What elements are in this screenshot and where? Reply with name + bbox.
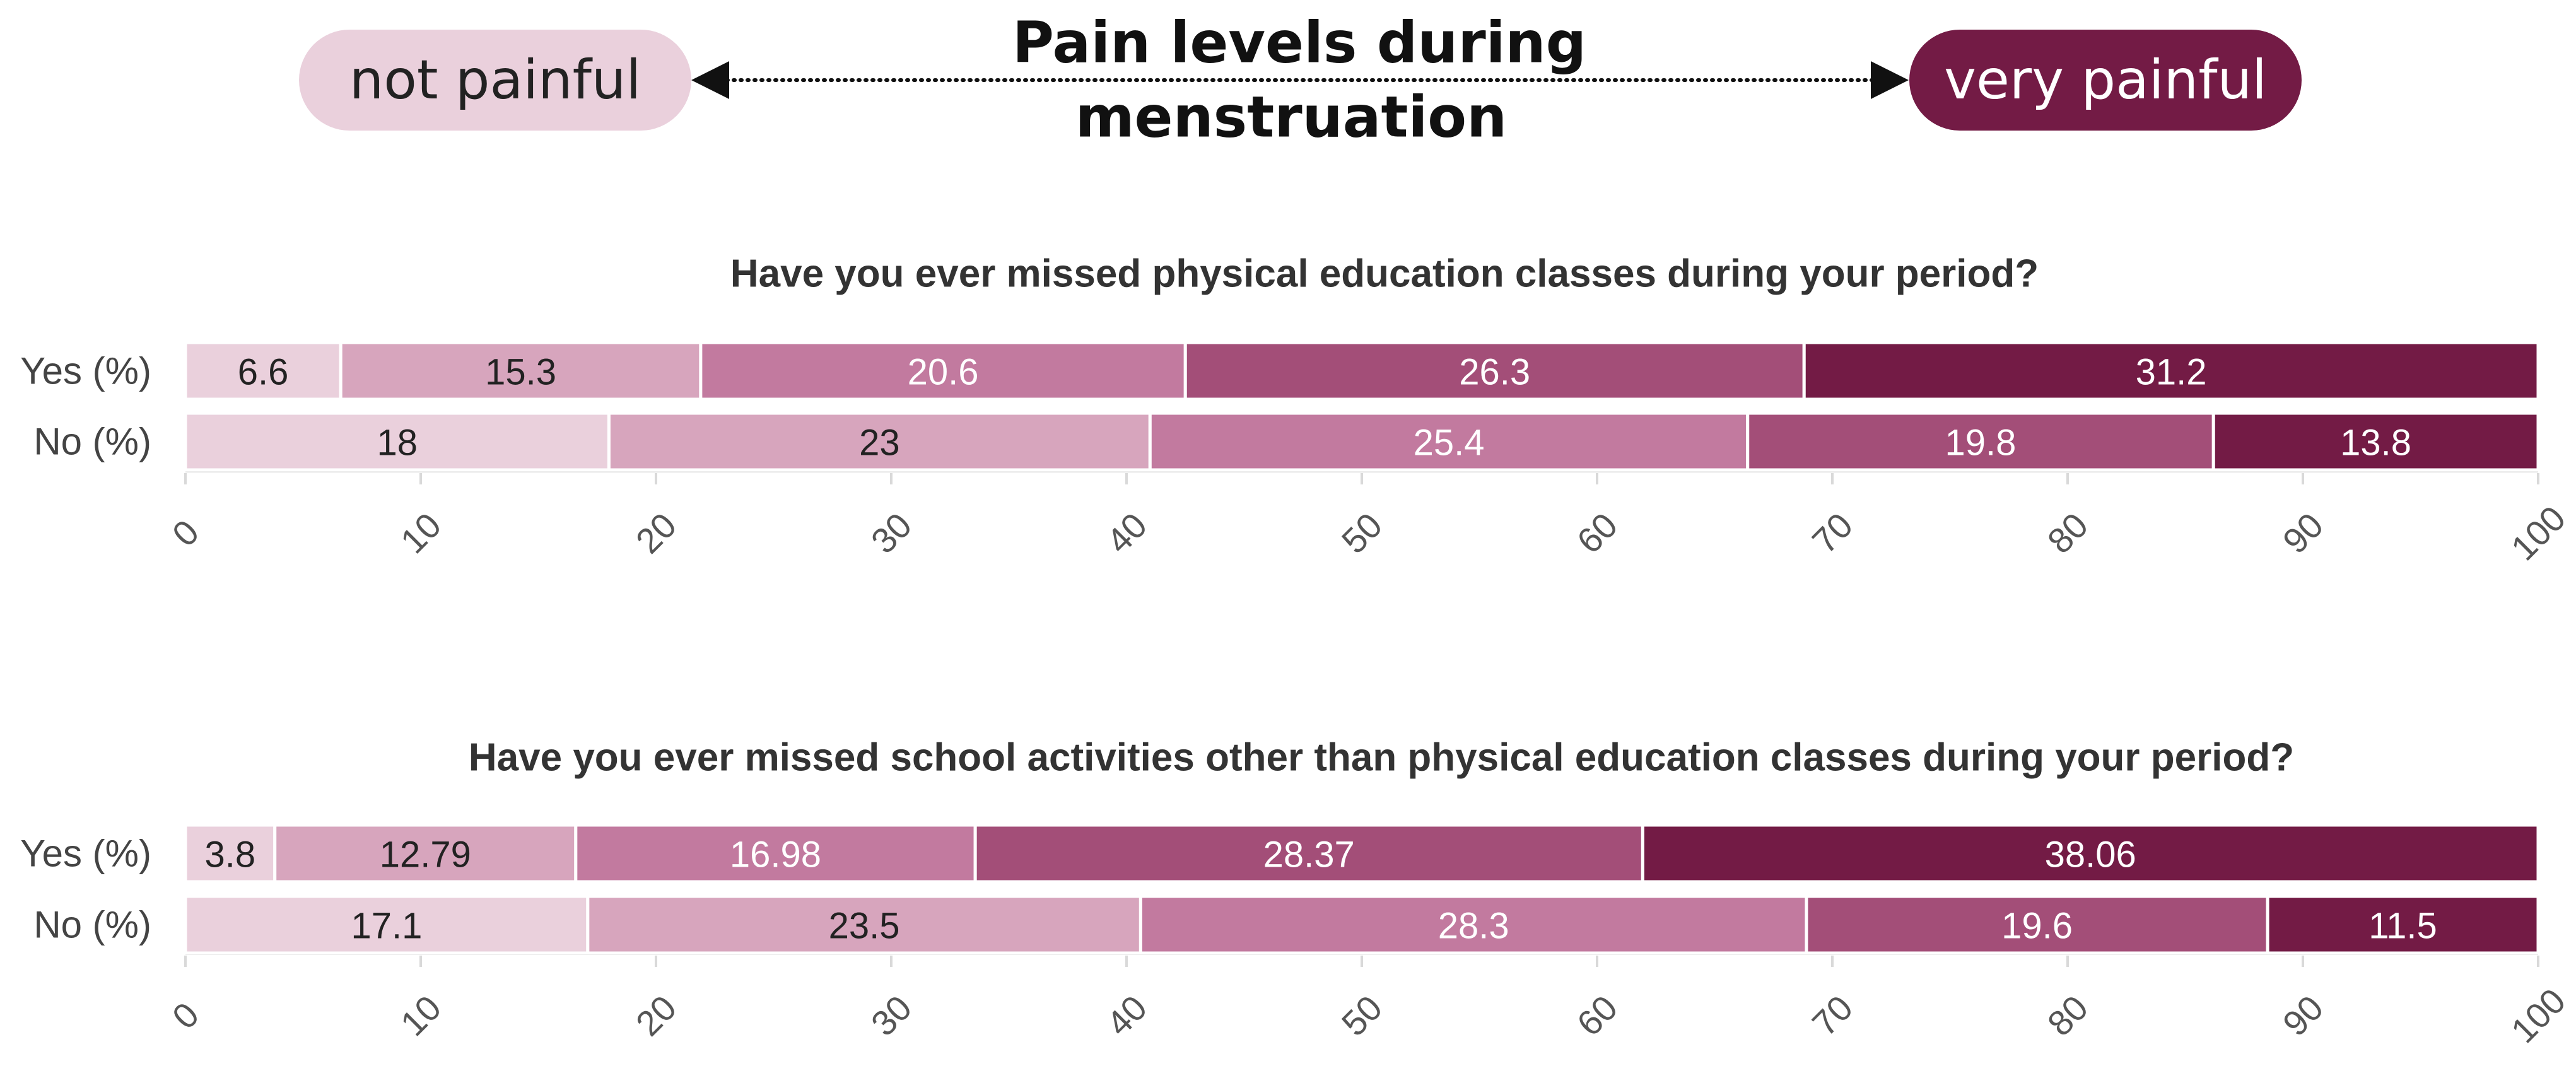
main-title-line2: menstruation bbox=[1075, 85, 1507, 151]
bar-segment bbox=[1805, 894, 2269, 955]
bar-segments: 3.8 12.79 16.98 28.37 38.06 17.1 23.5 28.3 19.6 1… bbox=[184, 823, 2540, 955]
bar-value-label: 17.1 bbox=[351, 906, 422, 947]
bar-value-label: 11.5 bbox=[2368, 906, 2437, 947]
chart-school-activities: Have you ever missed school activities o… bbox=[20, 736, 2573, 1051]
bar-segment bbox=[2266, 894, 2540, 955]
bar-value-label: 3.8 bbox=[205, 834, 256, 875]
bar-value-label: 26.3 bbox=[1459, 352, 1530, 393]
bar-segment bbox=[1802, 341, 2540, 401]
category-labels: Yes (%) No (%) bbox=[20, 350, 151, 463]
category-label: Yes (%) bbox=[20, 833, 151, 875]
x-tick-label: 90 bbox=[2275, 988, 2331, 1044]
very-painful-label: very painful bbox=[1944, 49, 2267, 112]
bar-value-label: 31.2 bbox=[2136, 352, 2207, 393]
main-title-line1: Pain levels during bbox=[1012, 10, 1586, 76]
bar-value-label: 19.6 bbox=[2001, 906, 2073, 947]
x-tick-label: 80 bbox=[2040, 988, 2096, 1044]
x-tick-label: 20 bbox=[628, 988, 684, 1044]
bar-value-label: 28.3 bbox=[1438, 906, 1509, 947]
x-tick-label: 0 bbox=[165, 512, 207, 554]
bar-value-label: 20.6 bbox=[908, 352, 979, 393]
bar-segments: 6.6 15.3 20.6 26.3 31.2 18 23 25.4 19.8 13.8 bbox=[184, 341, 2540, 472]
bar-value-label: 23.5 bbox=[829, 906, 900, 947]
x-tick-label: 100 bbox=[2503, 498, 2573, 568]
very-painful-pill bbox=[1909, 30, 2302, 131]
x-tick-label: 30 bbox=[864, 505, 920, 561]
x-tick-label: 20 bbox=[628, 505, 684, 561]
bar-segment bbox=[607, 411, 1152, 472]
x-tick-label: 80 bbox=[2040, 505, 2096, 561]
x-tick-label: 30 bbox=[864, 988, 920, 1044]
bar-value-label: 15.3 bbox=[485, 352, 556, 393]
bar-value-label: 19.8 bbox=[1945, 423, 2017, 464]
bar-segment bbox=[1641, 823, 2540, 884]
category-label: No (%) bbox=[33, 421, 151, 463]
x-axis-ticks: 0 10 20 30 40 50 60 70 80 90 100 bbox=[165, 473, 2573, 568]
x-tick-label: 50 bbox=[1334, 505, 1390, 561]
bar-value-label: 18 bbox=[377, 423, 418, 464]
x-tick-label: 10 bbox=[393, 505, 449, 561]
bar-value-label: 6.6 bbox=[238, 352, 289, 393]
category-label: No (%) bbox=[33, 904, 151, 946]
category-label: Yes (%) bbox=[20, 350, 151, 392]
chart-title: Have you ever missed school activities o… bbox=[469, 736, 2294, 780]
bar-segment bbox=[184, 894, 590, 955]
pain-scale-legend: not painful very painful Pain levels dur… bbox=[299, 10, 2302, 151]
bar-value-label: 16.98 bbox=[730, 834, 821, 875]
chart-physical-education: Have you ever missed physical education … bbox=[20, 252, 2573, 568]
x-tick-label: 40 bbox=[1099, 988, 1155, 1044]
x-tick-label: 40 bbox=[1099, 505, 1155, 561]
bar-segment bbox=[1746, 411, 2215, 472]
x-tick-label: 90 bbox=[2275, 505, 2331, 561]
x-axis-ticks: 0 10 20 30 40 50 60 70 80 90 100 bbox=[165, 956, 2573, 1050]
x-tick-label: 70 bbox=[1805, 505, 1861, 561]
bar-value-label: 12.79 bbox=[380, 834, 471, 875]
x-tick-label: 50 bbox=[1334, 988, 1390, 1044]
chart-title: Have you ever missed physical education … bbox=[730, 252, 2039, 296]
x-tick-label: 0 bbox=[165, 995, 207, 1037]
bar-segment bbox=[2211, 411, 2540, 472]
bar-value-label: 38.06 bbox=[2045, 834, 2136, 875]
not-painful-label: not painful bbox=[349, 49, 641, 112]
x-tick-label: 60 bbox=[1569, 505, 1625, 561]
bar-value-label: 13.8 bbox=[2340, 423, 2411, 464]
not-painful-pill bbox=[299, 30, 691, 131]
bar-value-label: 25.4 bbox=[1414, 423, 1485, 464]
x-tick-label: 10 bbox=[393, 988, 449, 1044]
bar-segment bbox=[1139, 894, 1808, 955]
bar-segment bbox=[699, 341, 1187, 401]
bar-value-label: 23 bbox=[859, 423, 900, 464]
bar-value-label: 28.37 bbox=[1263, 834, 1355, 875]
category-labels: Yes (%) No (%) bbox=[20, 833, 151, 946]
x-tick-label: 100 bbox=[2503, 981, 2573, 1051]
x-tick-label: 70 bbox=[1805, 988, 1861, 1044]
x-tick-label: 60 bbox=[1569, 988, 1625, 1044]
